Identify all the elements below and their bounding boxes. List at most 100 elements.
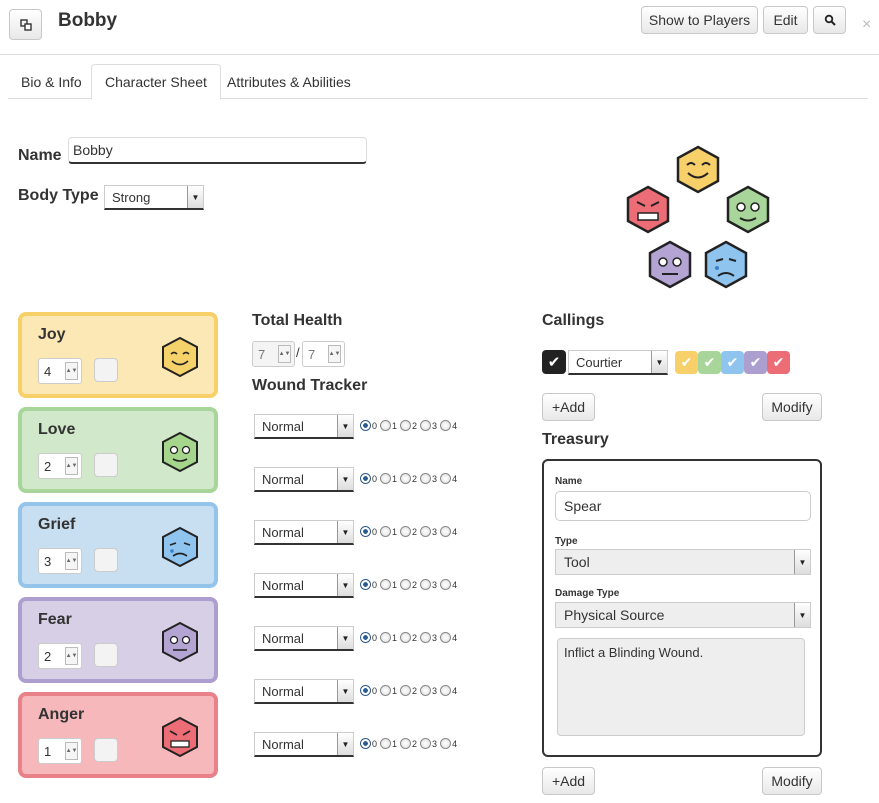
tab-bio-info[interactable]: Bio & Info (21, 73, 82, 90)
roll-dice-button[interactable] (94, 738, 118, 762)
emotion-wheel-logo (626, 145, 770, 289)
calling-emotion-check[interactable]: ✔ (698, 351, 721, 374)
grief-stepper[interactable]: 3 ▲▼ (38, 548, 82, 574)
wound-level-radio[interactable] (400, 738, 412, 749)
wound-level-radio[interactable] (360, 632, 371, 643)
love-stepper[interactable]: 2 ▲▼ (38, 453, 82, 479)
wound-level-radio[interactable] (380, 738, 392, 749)
wound-level-radio[interactable] (420, 632, 432, 643)
wound-level-radios: 0 1 2 3 4 (360, 526, 460, 537)
wound-level-radio[interactable] (400, 420, 412, 431)
wound-level-label: 2 (412, 685, 418, 696)
treasury-add-button[interactable]: +Add (542, 767, 595, 795)
chevron-down-icon: ▼ (337, 468, 353, 490)
wound-level-radio[interactable] (440, 420, 452, 431)
popout-button[interactable] (9, 9, 42, 40)
wound-state-select[interactable]: Normal ▼ (254, 573, 354, 598)
calling-emotion-check[interactable]: ✔ (767, 351, 790, 374)
wound-level-radio[interactable] (380, 420, 392, 431)
close-icon[interactable]: × (862, 16, 872, 33)
wound-row: Normal ▼ 0 1 2 3 4 (254, 414, 484, 440)
anger-face-icon (626, 185, 670, 234)
tab-attributes-abilities[interactable]: Attributes & Abilities (227, 73, 351, 90)
wound-level-radio[interactable] (440, 632, 452, 643)
item-type-select[interactable]: Tool ▼ (555, 549, 811, 575)
wound-level-radio[interactable] (400, 685, 412, 696)
body-type-select[interactable]: Strong ▼ (104, 185, 204, 210)
wound-level-radio[interactable] (380, 579, 392, 590)
wound-level-radio[interactable] (440, 473, 452, 484)
damage-type-select[interactable]: Physical Source ▼ (555, 602, 811, 628)
edit-button[interactable]: Edit (763, 6, 808, 34)
roll-dice-button[interactable] (94, 548, 118, 572)
wound-level-radio[interactable] (420, 579, 432, 590)
calling-emotion-check[interactable]: ✔ (675, 351, 698, 374)
love-face-icon (162, 431, 198, 473)
wound-level-radio[interactable] (400, 526, 412, 537)
chevron-down-icon: ▼ (337, 415, 353, 437)
wound-level-radio[interactable] (440, 685, 452, 696)
wound-state-select[interactable]: Normal ▼ (254, 626, 354, 651)
tab-character-sheet[interactable]: Character Sheet (91, 64, 221, 100)
name-input[interactable]: Bobby (68, 137, 367, 164)
calling-checkbox[interactable]: ✔ (542, 350, 566, 374)
wound-level-radio[interactable] (420, 738, 432, 749)
treasury-modify-button[interactable]: Modify (762, 767, 822, 795)
anger-stepper[interactable]: 1 ▲▼ (38, 738, 82, 764)
chevron-down-icon: ▼ (337, 627, 353, 649)
joy-stepper[interactable]: 4 ▲▼ (38, 358, 82, 384)
wound-level-radio[interactable] (360, 685, 371, 696)
roll-dice-button[interactable] (94, 358, 118, 382)
wound-level-radio[interactable] (440, 579, 452, 590)
roll-dice-button[interactable] (94, 453, 118, 477)
calling-select[interactable]: Courtier ▼ (568, 350, 668, 375)
wound-level-label: 4 (452, 685, 458, 696)
roll-dice-button[interactable] (94, 643, 118, 667)
wound-level-radio[interactable] (400, 632, 412, 643)
item-description-textarea[interactable]: Inflict a Blinding Wound. (557, 638, 805, 736)
total-health-label: Total Health (252, 312, 343, 329)
wound-level-radio[interactable] (400, 579, 412, 590)
show-to-players-button[interactable]: Show to Players (641, 6, 758, 34)
wound-state-select[interactable]: Normal ▼ (254, 467, 354, 492)
item-name-input[interactable]: Spear (555, 491, 811, 521)
wound-level-radio[interactable] (360, 579, 371, 590)
wound-state-select[interactable]: Normal ▼ (254, 520, 354, 545)
wound-level-radio[interactable] (380, 685, 392, 696)
wound-level-label: 0 (372, 526, 378, 537)
calling-emotion-check[interactable]: ✔ (721, 351, 744, 374)
joy-face-icon (162, 336, 198, 378)
search-button[interactable] (813, 6, 846, 34)
wound-level-radios: 0 1 2 3 4 (360, 738, 460, 749)
wound-level-radio[interactable] (360, 738, 371, 749)
wound-level-label: 1 (392, 579, 398, 590)
wound-level-label: 3 (432, 579, 438, 590)
emotion-card-love: Love 2 ▲▼ (18, 407, 218, 493)
wound-state-select[interactable]: Normal ▼ (254, 679, 354, 704)
callings-modify-button[interactable]: Modify (762, 393, 822, 421)
emotion-name: Joy (38, 326, 66, 343)
current-health-input[interactable]: 7 ▲▼ (252, 341, 295, 367)
wound-level-radio[interactable] (440, 526, 452, 537)
callings-add-button[interactable]: +Add (542, 393, 595, 421)
calling-emotion-check[interactable]: ✔ (744, 351, 767, 374)
wound-level-radio[interactable] (360, 473, 371, 484)
wound-level-radio[interactable] (440, 738, 452, 749)
wound-level-radio[interactable] (360, 526, 371, 537)
fear-stepper[interactable]: 2 ▲▼ (38, 643, 82, 669)
max-health-input[interactable]: 7 ▲▼ (302, 341, 345, 367)
wound-state-select[interactable]: Normal ▼ (254, 732, 354, 757)
wound-level-radio[interactable] (420, 526, 432, 537)
wound-level-radio[interactable] (380, 632, 392, 643)
wound-level-radio[interactable] (400, 473, 412, 484)
wound-row: Normal ▼ 0 1 2 3 4 (254, 679, 484, 705)
wound-state-select[interactable]: Normal ▼ (254, 414, 354, 439)
wound-level-radio[interactable] (380, 473, 392, 484)
chevron-down-icon: ▼ (337, 574, 353, 596)
wound-level-radio[interactable] (360, 420, 371, 431)
wound-level-radio[interactable] (420, 473, 432, 484)
wound-level-label: 0 (372, 420, 378, 431)
wound-level-radio[interactable] (380, 526, 392, 537)
wound-level-radio[interactable] (420, 685, 432, 696)
wound-level-radio[interactable] (420, 420, 432, 431)
